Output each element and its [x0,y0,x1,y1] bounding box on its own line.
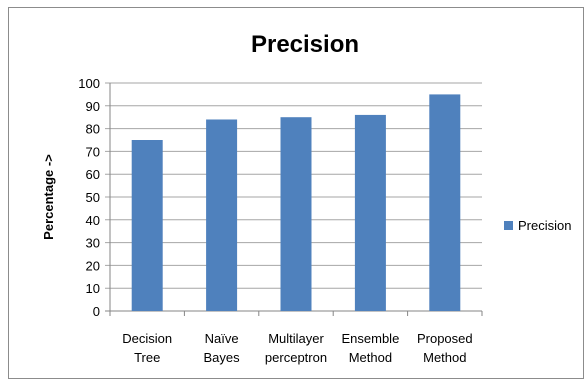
bar [206,119,238,311]
x-tick-label: Ensemble [341,331,399,346]
y-axis-label: Percentage -> [41,154,56,240]
bar [131,140,163,311]
y-tick-label: 100 [78,76,100,91]
bar [429,94,461,312]
bar [280,117,312,311]
x-tick-label: Method [423,350,466,365]
y-tick-label: 70 [86,144,100,159]
y-tick-label: 40 [86,213,100,228]
x-tick-label: Decision [122,331,172,346]
y-tick-label: 20 [86,258,100,273]
chart-title: Precision [251,31,359,58]
y-tick-label: 0 [93,304,100,319]
y-tick-label: 10 [86,281,100,296]
bars [131,94,461,312]
x-tick-label: Bayes [204,350,241,365]
x-tick-label: perceptron [265,350,327,365]
legend: Precision [504,218,571,233]
x-tick-label: Tree [134,350,160,365]
bar [354,114,386,311]
y-tick-label: 30 [86,236,100,251]
y-tick-label: 60 [86,167,100,182]
x-tick-label: Naïve [205,331,239,346]
x-tick-label: Proposed [417,331,473,346]
legend-label: Precision [518,218,571,233]
x-tick-label: Multilayer [268,331,324,346]
x-tick-label: Method [349,350,392,365]
x-axis-labels: Decision Tree Naïve Bayes Multilayer perceptr… [122,331,472,365]
y-tick-label: 50 [86,190,100,205]
y-tick-label: 80 [86,122,100,137]
y-axis-ticks: 0 10 20 30 40 50 60 70 80 90 100 [78,76,100,319]
legend-swatch [504,221,513,230]
y-tick-label: 90 [86,99,100,114]
